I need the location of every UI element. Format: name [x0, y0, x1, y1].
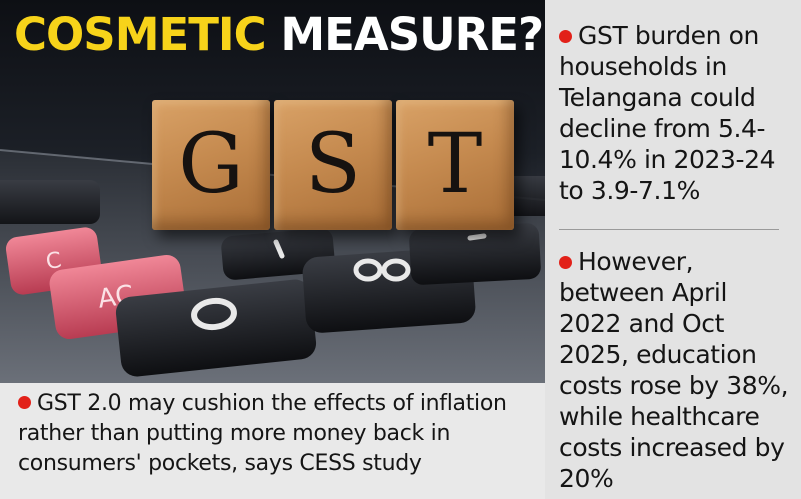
wooden-block: S [274, 100, 392, 230]
headline-rest: MEASURE? [280, 8, 544, 61]
wooden-block: T [396, 100, 514, 230]
key-back-left [0, 180, 100, 224]
svg-text:C: C [44, 248, 63, 275]
key-dark-right [409, 223, 541, 285]
divider [559, 229, 779, 230]
gst-photo: C AC [0, 0, 545, 383]
key-zero [115, 279, 317, 377]
side-note: GST burden on households in Telangana co… [559, 20, 795, 206]
headline-highlight: COSMETIC [14, 8, 267, 61]
wooden-block: G [152, 100, 270, 230]
gst-wooden-blocks: G S T [152, 100, 514, 232]
bullet-icon [18, 396, 31, 409]
block-letter: S [304, 117, 362, 212]
caption-text: GST 2.0 may cushion the effects of infla… [18, 391, 507, 476]
block-letter: G [178, 117, 244, 212]
bullet-icon [559, 256, 572, 269]
side-note: However, between April 2022 and Oct 2025… [559, 246, 795, 494]
side-note-text: However, between April 2022 and Oct 2025… [559, 247, 789, 493]
block-letter: T [427, 117, 483, 212]
bullet-icon [559, 30, 572, 43]
photo-caption: GST 2.0 may cushion the effects of infla… [0, 383, 545, 499]
headline: COSMETIC MEASURE? [14, 12, 544, 57]
side-note-text: GST burden on households in Telangana co… [559, 21, 776, 205]
side-panel: GST burden on households in Telangana co… [545, 0, 801, 499]
caption-text-block: GST 2.0 may cushion the effects of infla… [18, 389, 537, 479]
